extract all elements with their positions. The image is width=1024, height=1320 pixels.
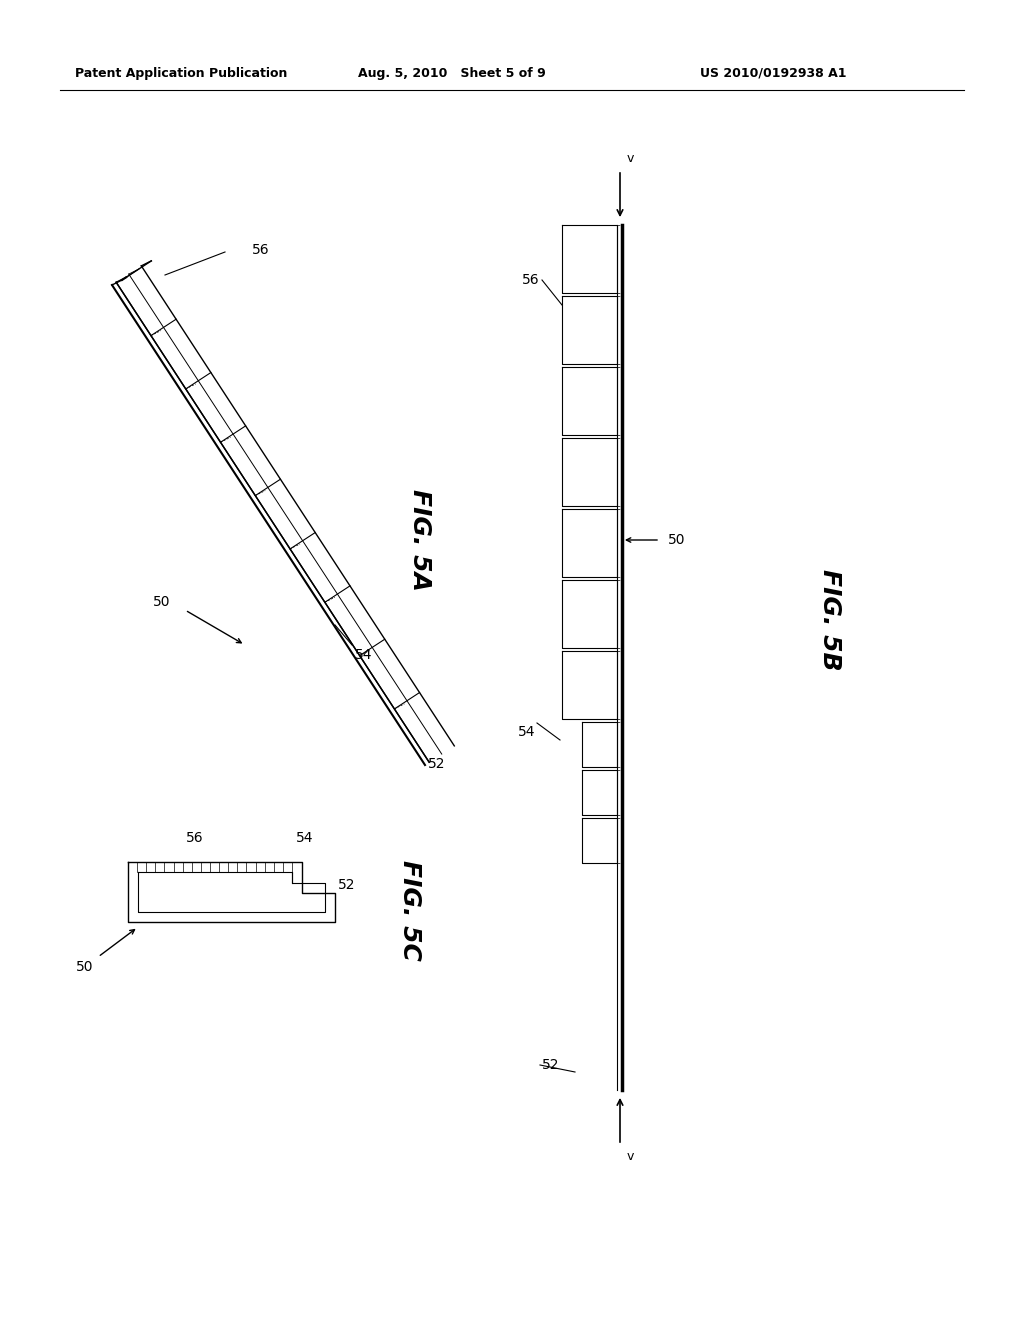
Text: 52: 52 xyxy=(542,1059,559,1072)
Text: FIG. 5B: FIG. 5B xyxy=(818,569,842,671)
Text: FIG. 5A: FIG. 5A xyxy=(408,490,432,591)
Text: 54: 54 xyxy=(517,725,535,739)
Text: 56: 56 xyxy=(522,273,540,286)
Text: Patent Application Publication: Patent Application Publication xyxy=(75,66,288,79)
Text: 54: 54 xyxy=(296,832,313,845)
Text: Aug. 5, 2010   Sheet 5 of 9: Aug. 5, 2010 Sheet 5 of 9 xyxy=(358,66,546,79)
Text: 50: 50 xyxy=(153,595,170,609)
Text: US 2010/0192938 A1: US 2010/0192938 A1 xyxy=(700,66,847,79)
Text: 50: 50 xyxy=(668,533,685,546)
Text: 56: 56 xyxy=(186,832,204,845)
Text: v: v xyxy=(627,1150,635,1163)
Text: FIG. 5C: FIG. 5C xyxy=(398,859,422,961)
Text: 54: 54 xyxy=(355,648,373,663)
Text: 56: 56 xyxy=(252,243,269,257)
Text: v: v xyxy=(627,152,635,165)
Text: 52: 52 xyxy=(338,878,355,892)
Text: 52: 52 xyxy=(428,756,445,771)
Text: 50: 50 xyxy=(76,960,93,974)
